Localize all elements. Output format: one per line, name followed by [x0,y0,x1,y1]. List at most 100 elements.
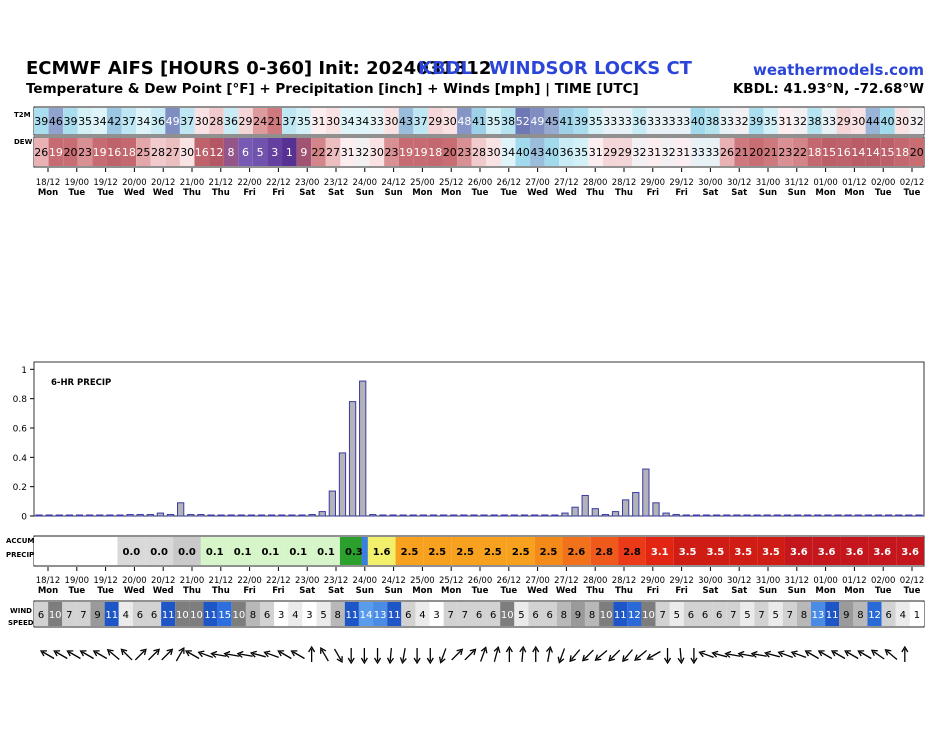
time-label-day: Sat [702,586,718,596]
time-label-day: Sun [356,188,374,198]
wind-cell [726,602,741,626]
t2m-cell [354,108,370,134]
dew-cell [369,138,385,166]
t2m-cell [734,108,749,134]
t2m-value: 30 [195,115,209,128]
time-label-date: 19/00 [65,178,90,188]
wind-arrow-head [236,650,244,658]
time-label-date: 22/00 [237,178,262,188]
t2m-cell [194,108,210,134]
wind-arrow-shaft [833,651,846,660]
accum-cell [367,537,396,565]
t2m-cell [515,108,531,134]
accum-cell [228,537,257,565]
wind-cell [584,602,600,626]
t2m-value: 32 [910,115,924,128]
precip-bar [682,514,690,517]
t2m-value: 38 [705,115,719,128]
time-label-date: 20/00 [122,178,147,188]
time-label-date: 28/12 [612,178,637,188]
wind-arrow [175,646,185,662]
dew-cell [48,138,64,166]
wind-value: 7 [462,610,468,621]
wind-arrow-shaft [610,649,621,660]
wind-arrow [581,649,594,662]
wind-arrow-shaft [200,652,213,659]
time-label-date: 27/12 [554,178,579,188]
accum-cell [173,537,201,565]
accum-cell [34,537,62,565]
time-label-date: 24/12 [381,576,406,586]
dew-cell [282,138,297,166]
accum-value: 1.6 [373,547,391,558]
dew-value: 18 [808,146,822,159]
time-label-day: Mon [844,188,864,198]
t2m-cell [48,108,64,134]
wind-arrow [790,650,807,659]
wind-value: 11 [204,610,217,621]
dew-cell [413,138,428,166]
wind-cell [90,602,105,626]
t2m-value: 33 [822,115,836,128]
dew-cell [865,138,881,166]
accum-cell [451,537,479,565]
wind-cell [217,602,232,626]
accum-cell [784,537,813,565]
precip-bar [116,514,124,517]
precip-bar [611,511,620,517]
time-label-day: Sun [788,586,806,596]
t2m-cell [121,108,137,134]
dew-value: 8 [227,146,234,159]
wind-arrow [197,650,213,659]
t2m-value: 38 [501,115,515,128]
dew-cell [778,138,793,166]
dew-value: 33 [691,146,705,159]
accum-value: 2.8 [623,547,641,558]
wind-arrow [608,649,621,662]
t2m-cell [530,108,545,134]
time-label-date: 02/12 [900,576,925,586]
wind-row-label: WIND [10,607,32,615]
dew-cell [909,138,924,166]
wind-cell [570,602,585,626]
time-label-day: Sat [702,188,718,198]
time-label-date: 29/00 [641,178,666,188]
wind-value: 6 [38,610,44,621]
dew-cell [427,138,443,166]
wind-cell [260,602,275,626]
t2m-cell [77,108,93,134]
t2m-cell [471,108,487,134]
time-label-date: 29/12 [669,178,694,188]
t2m-value: 29 [837,115,851,128]
time-label-date: 26/00 [468,576,493,586]
t2m-value: 33 [370,115,384,128]
accum-value: 2.5 [512,547,530,558]
precip-bar [773,514,781,517]
time-label-date: 21/00 [180,576,205,586]
time-label-day: Fri [675,586,687,596]
dew-cell [792,138,808,166]
dew-cell [63,138,78,166]
dew-cell [442,138,458,166]
dew-value: 16 [837,146,851,159]
wind-arrow-head [519,645,527,653]
accum-cell [701,537,730,565]
time-label-day: Sun [384,188,402,198]
t2m-value: 29 [428,115,442,128]
wind-value: 6 [151,610,157,621]
accum-cell [673,537,702,565]
precip-bar [379,514,387,517]
station-coords: KBDL: 41.93°N, -72.68°W [732,81,924,97]
time-label-date: 19/00 [65,576,90,586]
site-link[interactable]: weathermodels.com [752,61,924,79]
precip-bar [156,512,165,517]
t2m-cell [909,108,924,134]
accum-cell [729,537,758,565]
wind-cell [514,602,529,626]
t2m-value: 38 [808,115,822,128]
wind-arrow-shaft [122,650,133,661]
wind-arrow-shaft [793,652,807,659]
precip-bar [348,401,357,517]
wind-arrow-head [249,650,257,658]
